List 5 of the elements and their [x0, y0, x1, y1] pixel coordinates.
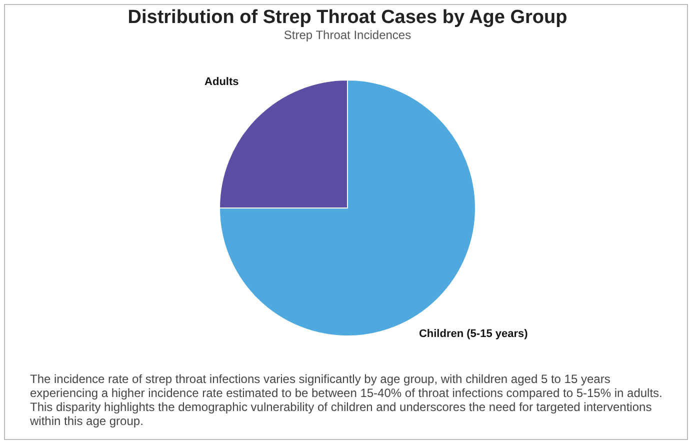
chart-title: Distribution of Strep Throat Cases by Age Group	[128, 7, 568, 28]
text: The incidence rate of strep throat infections varies significantly by age group, with children aged 5 to 15 years experiencing a higher incidence rate estimated to be between 15-40% of throat infections compared to 5-15% in adults. This disparity highlights the demographic vulnerability of children and underscores the need for targeted interventions within this age group.	[30, 372, 664, 428]
slice-label: Adults	[204, 76, 239, 88]
chart-subtitle: Strep Throat Incidences	[284, 28, 412, 42]
slice-label: Children (5-15 years)	[418, 328, 528, 340]
